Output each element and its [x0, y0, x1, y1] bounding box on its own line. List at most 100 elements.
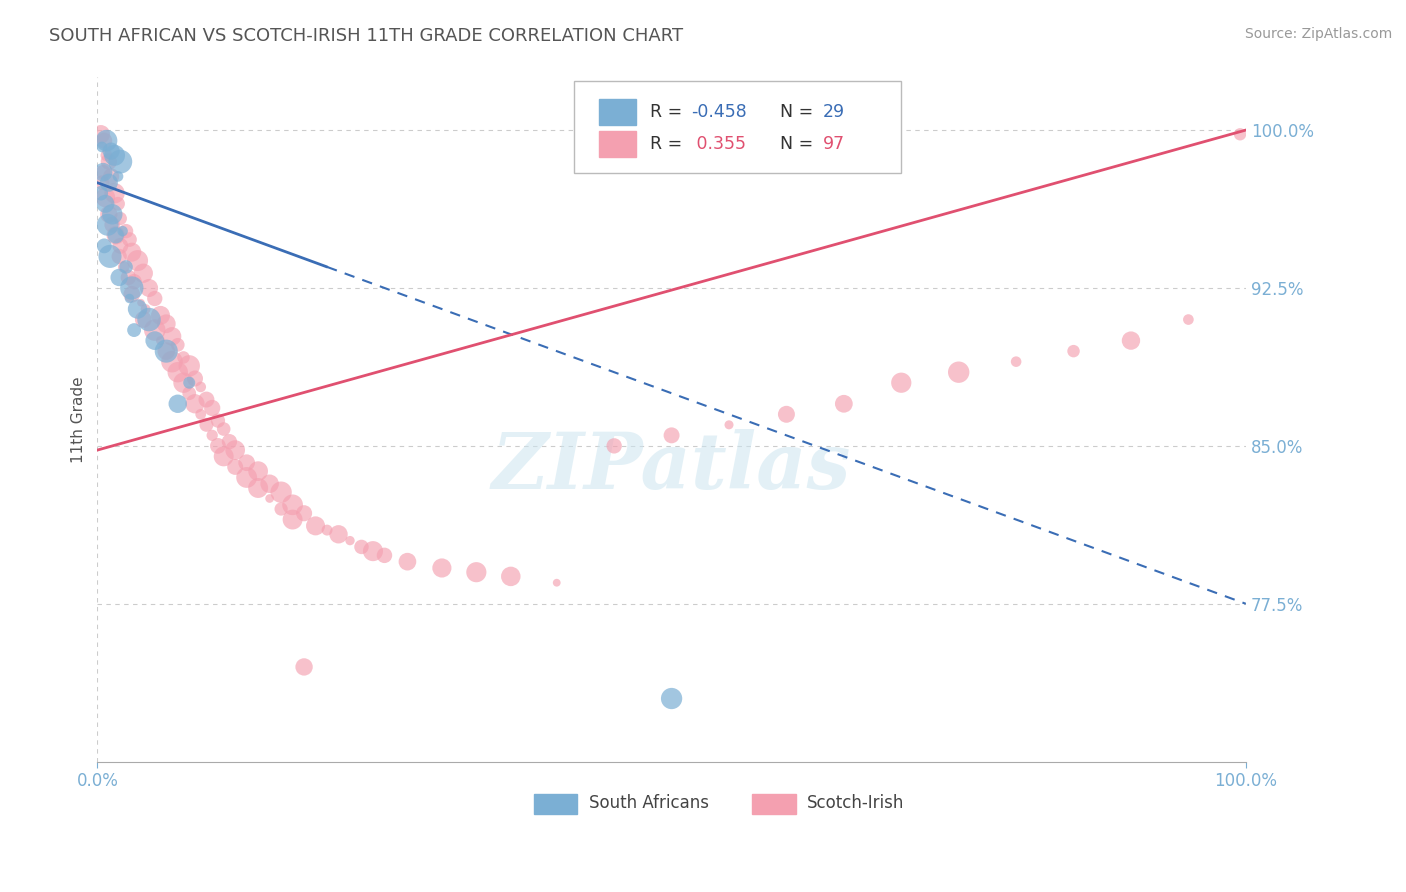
Point — [190, 407, 212, 421]
Text: South Africans: South Africans — [589, 794, 709, 812]
Point — [499, 569, 522, 583]
Point — [281, 498, 304, 512]
Text: 97: 97 — [823, 135, 845, 153]
Point — [316, 523, 339, 537]
Point — [121, 287, 143, 301]
Point — [775, 407, 797, 421]
Point — [292, 506, 315, 520]
Point — [90, 186, 112, 201]
Point — [160, 329, 183, 343]
Point — [184, 397, 207, 411]
Point — [166, 338, 188, 352]
Point — [129, 295, 152, 310]
Point — [118, 233, 141, 247]
Point — [173, 376, 195, 390]
Text: ZIPatlas: ZIPatlas — [492, 429, 851, 506]
Point — [118, 292, 141, 306]
Point — [247, 464, 270, 478]
Point — [127, 301, 149, 316]
Point — [96, 134, 118, 148]
Point — [115, 260, 138, 274]
Point — [350, 540, 373, 554]
Point — [143, 323, 166, 337]
Point — [195, 392, 218, 407]
Point — [270, 485, 292, 500]
Point — [98, 249, 121, 263]
Point — [93, 239, 115, 253]
Point — [361, 544, 384, 558]
Point — [832, 397, 855, 411]
Point — [1177, 312, 1199, 326]
Point — [603, 439, 626, 453]
Point — [224, 459, 246, 474]
Point — [184, 371, 207, 385]
Point — [97, 154, 120, 169]
Point — [100, 169, 122, 184]
Point — [100, 144, 122, 158]
Point — [94, 196, 117, 211]
Point — [97, 207, 120, 221]
Point — [661, 428, 683, 442]
Point — [91, 165, 114, 179]
Point — [155, 317, 177, 331]
Point — [1119, 334, 1142, 348]
Point — [166, 397, 188, 411]
Point — [138, 312, 160, 326]
Point — [259, 476, 281, 491]
Point — [430, 561, 453, 575]
Point — [218, 434, 240, 449]
Text: Source: ZipAtlas.com: Source: ZipAtlas.com — [1244, 27, 1392, 41]
Point — [373, 549, 395, 563]
Point — [201, 428, 224, 442]
Point — [122, 275, 145, 289]
Point — [103, 148, 125, 162]
Point — [270, 502, 292, 516]
Point — [546, 575, 568, 590]
Point — [195, 417, 218, 432]
Point — [281, 512, 304, 526]
Point — [121, 245, 143, 260]
Point — [235, 470, 257, 484]
Point — [138, 281, 160, 295]
Point — [104, 228, 127, 243]
Point — [179, 386, 201, 401]
Point — [110, 211, 132, 226]
Point — [91, 165, 114, 179]
Point — [115, 224, 138, 238]
Point — [247, 481, 270, 495]
Point — [132, 312, 155, 326]
Point — [235, 456, 257, 470]
Point — [108, 270, 131, 285]
Point — [661, 691, 683, 706]
Point — [96, 148, 118, 162]
Point — [94, 190, 117, 204]
Point — [224, 443, 246, 458]
Point — [110, 154, 132, 169]
Point — [149, 309, 172, 323]
Point — [101, 207, 124, 221]
Point — [112, 260, 135, 274]
Point — [155, 344, 177, 359]
Point — [259, 491, 281, 506]
Point — [948, 365, 970, 379]
Point — [465, 565, 488, 579]
Bar — [599, 131, 636, 157]
Point — [160, 354, 183, 368]
Point — [91, 140, 114, 154]
Point — [111, 224, 134, 238]
Point — [1229, 128, 1251, 142]
Point — [212, 422, 235, 436]
Point — [212, 450, 235, 464]
Point — [135, 301, 157, 316]
Point — [173, 351, 195, 365]
Point — [110, 239, 132, 253]
Point — [143, 292, 166, 306]
Point — [122, 323, 145, 337]
Point — [155, 344, 177, 359]
Point — [292, 660, 315, 674]
Point — [328, 527, 350, 541]
Bar — [534, 794, 578, 814]
Point — [107, 196, 129, 211]
Point — [90, 128, 112, 142]
Point — [101, 218, 124, 232]
